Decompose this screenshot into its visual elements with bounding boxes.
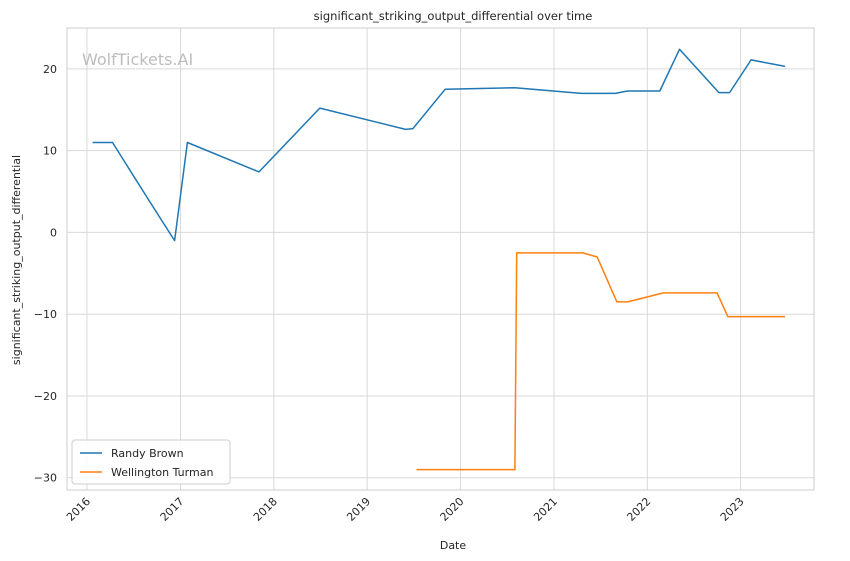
- x-tick-label: 2021: [531, 495, 560, 524]
- plot-area-frame: [66, 27, 815, 491]
- grid: [67, 28, 814, 490]
- series-line-wellington-turman: [416, 252, 786, 471]
- legend: Randy Brown Wellington Turman: [71, 439, 231, 485]
- legend-box: [71, 439, 231, 485]
- x-tick-label: 2020: [438, 495, 467, 524]
- x-tick-label: 2018: [251, 495, 280, 524]
- y-axis-label: significant_striking_output_differential: [10, 155, 23, 365]
- legend-label-randy-brown: Randy Brown: [111, 447, 184, 460]
- series-line-randy-brown: [92, 48, 786, 242]
- watermark: WolfTickets.AI: [82, 50, 193, 69]
- y-tick-label: −20: [34, 390, 57, 403]
- x-tick-label: 2023: [718, 495, 747, 524]
- x-axis: 2016 2017 2018 2019 2020 2021 2022 2023: [64, 495, 747, 524]
- y-tick-label: 0: [50, 226, 57, 239]
- y-tick-label: 10: [43, 145, 57, 158]
- x-tick-label: 2022: [624, 495, 653, 524]
- y-tick-label: 20: [43, 63, 57, 76]
- chart-title: significant_striking_output_differential…: [314, 9, 593, 23]
- x-tick-label: 2016: [64, 495, 93, 524]
- x-axis-label: Date: [440, 539, 467, 552]
- series-lines: [92, 48, 786, 471]
- y-tick-label: −30: [34, 472, 57, 485]
- y-tick-label: −10: [34, 308, 57, 321]
- x-tick-label: 2019: [344, 495, 373, 524]
- y-axis: −30 −20 −10 0 10 20: [34, 63, 57, 485]
- legend-label-wellington-turman: Wellington Turman: [111, 466, 213, 479]
- x-tick-label: 2017: [158, 495, 187, 524]
